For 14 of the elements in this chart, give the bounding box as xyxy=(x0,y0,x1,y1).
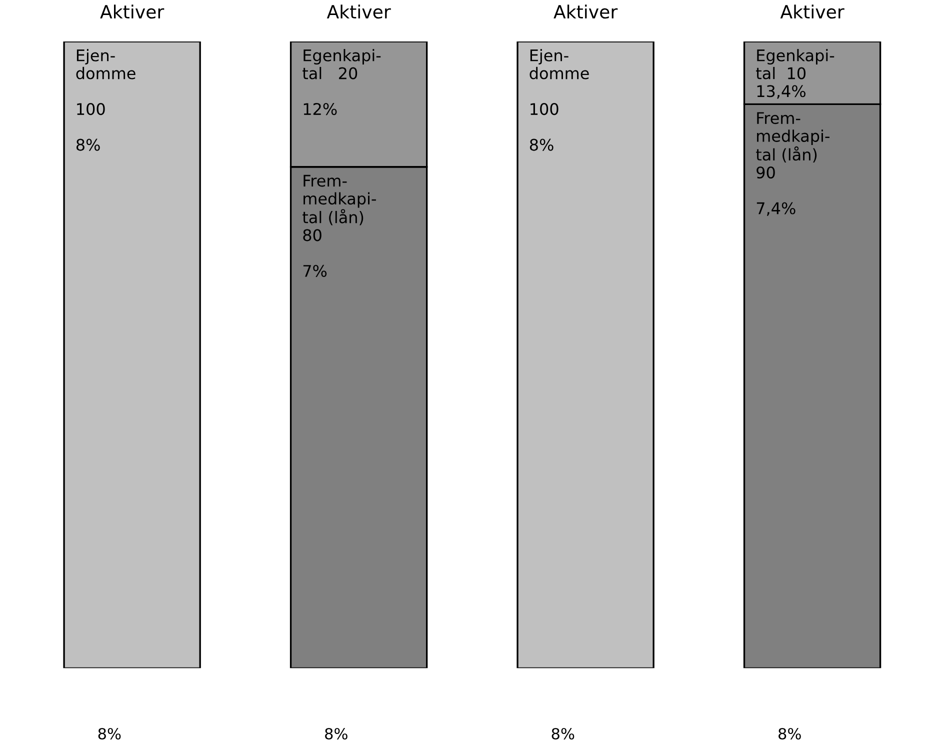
x-tick-label: Aktiver xyxy=(780,4,844,19)
text: 8% xyxy=(552,728,574,740)
text: Ejen- domme 100 8% xyxy=(76,49,136,151)
text: Egenkapi- tal 20 12% xyxy=(302,49,381,116)
x-tick-label: Aktiver xyxy=(326,4,391,19)
text: Frem- medkapi- tal (lån) 80 7% xyxy=(302,174,376,277)
text: 8% xyxy=(778,728,801,740)
text: 8% xyxy=(325,728,348,740)
x-tick-label: Aktiver xyxy=(554,4,618,19)
x-tick-label: Aktiver xyxy=(100,4,164,19)
text: Ejen- domme 100 8% xyxy=(530,49,589,151)
data-label: Egenkapi- tal 10 13,4% xyxy=(756,49,834,99)
text: 8% xyxy=(98,728,121,740)
text: Frem- medkapi- tal (lån) 90 7,4% xyxy=(756,112,830,216)
